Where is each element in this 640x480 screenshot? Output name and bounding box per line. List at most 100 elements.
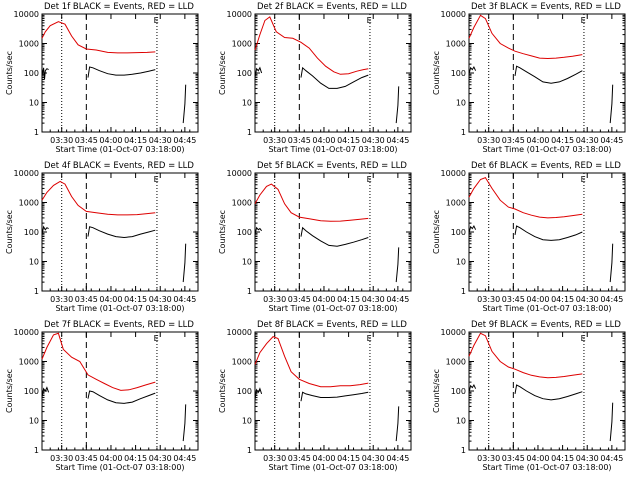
x-axis-label: Start Time (01-Oct-07 03:18:00) [268, 145, 397, 154]
x-axis-label: Start Time (01-Oct-07 03:18:00) [55, 463, 184, 472]
x-tick-label: 04:00 [99, 454, 122, 463]
x-tick-label: 04:30 [149, 136, 172, 145]
x-tick-label: 03:30 [50, 454, 73, 463]
x-tick-label: 03:30 [477, 295, 500, 304]
corner-mark: E [154, 16, 159, 25]
x-axis-label: Start Time (01-Oct-07 03:18:00) [268, 463, 397, 472]
y-axis-label: Counts/sec [432, 210, 441, 254]
panel: Det 3f BLACK = Events, RED = LLD Counts/s… [432, 2, 626, 154]
x-tick-label: 04:30 [576, 454, 599, 463]
x-tick-label: 04:00 [526, 295, 549, 304]
corner-mark: E [581, 175, 586, 184]
y-tick-label: 1 [461, 128, 466, 137]
x-tick-label: 03:45 [288, 136, 311, 145]
plot-frame [468, 172, 626, 292]
y-tick-label: 10 [242, 99, 252, 108]
lld-series-line [254, 336, 369, 388]
x-tick-label: 04:30 [149, 454, 172, 463]
events-series-line [254, 387, 263, 400]
panel: Det 8f BLACK = Events, RED = LLD Counts/s… [218, 320, 412, 472]
events-series-line [468, 65, 477, 75]
lld-series-line [468, 332, 583, 379]
y-axis-label: Counts/sec [218, 51, 227, 95]
events-series-line [182, 84, 187, 124]
panel-title: Det 4f BLACK = Events, RED = LLD [44, 161, 194, 171]
panel: Det 9f BLACK = Events, RED = LLD Counts/s… [432, 320, 626, 472]
events-series-line [609, 243, 614, 283]
y-tick-label: 100 [451, 69, 466, 78]
events-series-line [514, 225, 583, 241]
x-tick-label: 03:30 [263, 295, 286, 304]
x-axis-label: Start Time (01-Oct-07 03:18:00) [482, 463, 611, 472]
panel: Det 7f BLACK = Events, RED = LLD Counts/s… [5, 320, 199, 472]
panel: Det 2f BLACK = Events, RED = LLD Counts/s… [218, 2, 412, 154]
x-tick-label: 04:00 [526, 136, 549, 145]
plot-frame [468, 331, 626, 451]
y-tick-label: 1000 [19, 40, 39, 49]
x-tick-label: 04:30 [576, 136, 599, 145]
panel-title: Det 5f BLACK = Events, RED = LLD [257, 161, 407, 171]
x-tick-label: 04:00 [312, 295, 335, 304]
events-series-line [468, 224, 477, 234]
x-tick-label: 04:30 [362, 136, 385, 145]
events-series-line [609, 84, 614, 124]
x-tick-label: 04:45 [173, 136, 196, 145]
y-tick-label: 1000 [19, 358, 39, 367]
x-tick-label: 04:00 [99, 295, 122, 304]
y-tick-label: 10 [242, 417, 252, 426]
x-tick-label: 04:15 [124, 295, 147, 304]
y-tick-label: 1 [247, 446, 252, 455]
x-axis-label: Start Time (01-Oct-07 03:18:00) [482, 304, 611, 313]
y-tick-label: 10000 [227, 10, 252, 19]
y-tick-label: 100 [451, 387, 466, 396]
y-tick-label: 100 [24, 228, 39, 237]
x-tick-label: 03:45 [502, 136, 525, 145]
x-axis-label: Start Time (01-Oct-07 03:18:00) [55, 304, 184, 313]
panel-title: Det 6f BLACK = Events, RED = LLD [471, 161, 621, 171]
events-series-line [395, 86, 400, 124]
y-tick-label: 10 [29, 258, 39, 267]
x-tick-label: 04:00 [312, 136, 335, 145]
x-tick-label: 03:45 [75, 295, 98, 304]
y-axis-label: Counts/sec [432, 51, 441, 95]
plot-frame [41, 172, 199, 292]
x-tick-label: 03:30 [50, 295, 73, 304]
x-tick-label: 04:30 [576, 295, 599, 304]
y-tick-label: 100 [24, 387, 39, 396]
corner-mark: E [154, 175, 159, 184]
lld-series-line [254, 183, 369, 222]
events-series-line [300, 66, 369, 89]
y-tick-label: 1 [34, 446, 39, 455]
events-series-line [87, 390, 156, 404]
y-axis-label: Counts/sec [218, 210, 227, 254]
x-tick-label: 04:00 [312, 454, 335, 463]
events-series-line [468, 383, 477, 393]
y-tick-label: 1 [247, 128, 252, 137]
x-tick-label: 04:15 [337, 136, 360, 145]
corner-mark: E [154, 334, 159, 343]
y-tick-label: 1000 [446, 358, 466, 367]
y-tick-label: 10000 [227, 328, 252, 337]
x-tick-label: 04:30 [362, 454, 385, 463]
y-tick-label: 1 [247, 287, 252, 296]
events-series-line [254, 66, 263, 78]
y-axis-label: Counts/sec [432, 369, 441, 413]
corner-mark: E [367, 334, 372, 343]
y-tick-label: 10000 [441, 10, 466, 19]
x-tick-label: 04:45 [386, 136, 409, 145]
y-tick-label: 1 [34, 128, 39, 137]
x-axis-label: Start Time (01-Oct-07 03:18:00) [482, 145, 611, 154]
x-axis-label: Start Time (01-Oct-07 03:18:00) [268, 304, 397, 313]
panel-title: Det 1f BLACK = Events, RED = LLD [44, 2, 194, 12]
x-tick-label: 04:00 [99, 136, 122, 145]
y-tick-label: 1 [34, 287, 39, 296]
events-series-line [182, 404, 187, 442]
y-axis-label: Counts/sec [5, 51, 14, 95]
x-tick-label: 03:45 [288, 454, 311, 463]
events-series-line [395, 247, 400, 283]
x-tick-label: 04:15 [551, 454, 574, 463]
plot-frame [41, 13, 199, 133]
panel-title: Det 8f BLACK = Events, RED = LLD [257, 320, 407, 330]
y-tick-label: 10000 [14, 328, 39, 337]
